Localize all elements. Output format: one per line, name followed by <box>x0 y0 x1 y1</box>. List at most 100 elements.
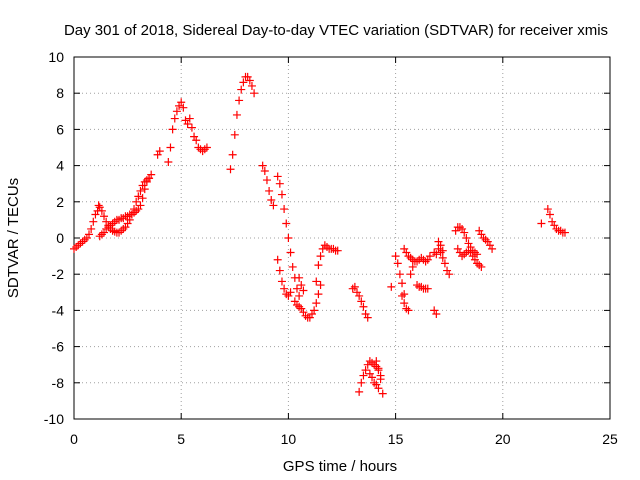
data-point <box>78 237 87 246</box>
y-tick-label: 10 <box>48 49 64 65</box>
data-point <box>230 130 239 139</box>
data-point <box>237 85 246 94</box>
data-point <box>475 261 484 270</box>
data-point <box>483 237 492 246</box>
data-point <box>357 297 366 306</box>
data-point <box>314 290 323 299</box>
data-point <box>91 210 100 219</box>
data-point <box>378 389 387 398</box>
data-point <box>147 170 156 179</box>
data-point <box>464 239 473 248</box>
data-point <box>226 165 235 174</box>
data-point <box>552 224 561 233</box>
x-tick-label: 20 <box>495 431 511 447</box>
data-point <box>172 107 181 116</box>
y-axis: -10 -8 -6 -4 -2 0 2 4 6 8 10 <box>44 49 610 427</box>
data-point <box>277 190 286 199</box>
data-point <box>402 248 411 257</box>
data-point <box>355 387 364 396</box>
data-point <box>468 252 477 261</box>
data-point <box>460 228 469 237</box>
data-point <box>185 114 194 123</box>
data-point <box>136 186 145 195</box>
data-point <box>329 244 338 253</box>
data-point <box>312 277 321 286</box>
data-point <box>282 219 291 228</box>
data-point <box>445 270 454 279</box>
data-point <box>372 380 381 389</box>
data-point <box>402 304 411 313</box>
data-point <box>357 378 366 387</box>
data-point <box>301 311 310 320</box>
data-point <box>286 248 295 257</box>
data-point <box>284 234 293 242</box>
data-point <box>359 371 368 380</box>
data-point <box>488 244 497 253</box>
data-point <box>82 234 91 242</box>
data-point <box>310 306 319 315</box>
data-point <box>440 259 449 268</box>
data-point <box>350 282 359 291</box>
data-point <box>443 266 452 275</box>
data-point <box>292 300 301 309</box>
data-point <box>170 114 179 123</box>
data-point <box>404 252 413 261</box>
data-point <box>132 197 141 206</box>
grid <box>74 57 610 419</box>
x-tick-label: 25 <box>602 431 618 447</box>
data-point <box>481 235 490 244</box>
data-point <box>359 302 368 311</box>
data-point <box>164 157 173 166</box>
data-point <box>355 291 364 300</box>
data-point <box>80 235 89 244</box>
data-point <box>155 147 164 156</box>
data-point <box>368 373 377 382</box>
data-point <box>370 378 379 387</box>
data-point <box>423 284 432 293</box>
x-tick-label: 0 <box>70 431 78 447</box>
data-point <box>299 308 308 317</box>
data-point <box>85 230 94 239</box>
data-point <box>453 244 462 253</box>
data-point <box>455 223 464 232</box>
data-point <box>404 306 413 315</box>
data-point <box>477 262 486 271</box>
data-point <box>95 203 104 212</box>
x-tick-label: 5 <box>177 431 185 447</box>
data-point <box>430 306 439 315</box>
y-tick-label: -4 <box>52 302 65 318</box>
data-point <box>260 167 269 176</box>
x-axis-label: GPS time / hours <box>283 458 397 475</box>
data-point <box>398 279 407 288</box>
data-point <box>269 201 278 210</box>
data-point <box>115 228 124 237</box>
data-point <box>368 358 377 367</box>
data-point <box>194 143 203 152</box>
y-axis-label: SDTVAR / TECUs <box>5 178 22 298</box>
data-point <box>286 288 295 297</box>
x-axis: 0 5 10 15 20 25 <box>70 57 618 447</box>
data-point <box>275 179 284 188</box>
y-tick-label: -6 <box>52 339 65 355</box>
data-point <box>70 244 78 253</box>
data-point <box>117 226 126 235</box>
data-point <box>307 310 316 319</box>
data-point <box>361 366 370 375</box>
data-point <box>175 101 184 110</box>
data-point <box>250 89 259 98</box>
data-point <box>100 212 109 221</box>
data-point <box>97 230 106 239</box>
data-point <box>110 217 119 226</box>
data-point <box>543 205 552 214</box>
data-point <box>228 150 237 159</box>
data-point <box>127 210 136 219</box>
data-point <box>106 221 115 230</box>
data-point <box>273 172 282 181</box>
data-point <box>550 221 559 230</box>
y-tick-label: 0 <box>56 230 64 246</box>
data-point <box>108 226 117 235</box>
data-point <box>282 290 291 299</box>
data-point <box>314 261 323 270</box>
data-point <box>560 228 569 237</box>
data-series-sdtvar <box>70 72 569 398</box>
